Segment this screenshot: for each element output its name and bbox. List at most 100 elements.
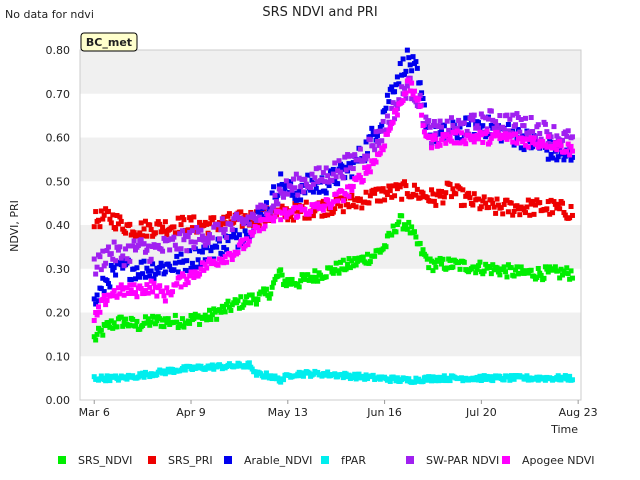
data-point (110, 325, 116, 331)
data-point (559, 200, 565, 206)
data-point (484, 128, 490, 134)
data-point (552, 201, 558, 207)
data-point (315, 179, 321, 185)
legend-swatch (224, 456, 232, 464)
data-point (406, 219, 412, 225)
data-point (111, 265, 117, 271)
data-point (550, 210, 556, 216)
data-point (231, 219, 237, 225)
data-point (141, 290, 147, 296)
data-point (429, 187, 435, 193)
data-point (312, 268, 318, 274)
data-point (289, 276, 295, 282)
data-point (105, 208, 111, 214)
data-point (224, 234, 230, 240)
data-point (367, 134, 373, 140)
data-point (295, 281, 301, 287)
data-point (481, 373, 487, 379)
data-point (234, 211, 240, 217)
data-point (380, 246, 386, 252)
data-point (343, 371, 349, 377)
data-point (332, 371, 338, 377)
data-point (337, 169, 343, 175)
data-point (524, 136, 530, 142)
data-point (105, 319, 111, 325)
data-point (380, 147, 386, 153)
data-point (441, 133, 447, 139)
grid-band (80, 50, 581, 94)
data-point (522, 142, 528, 148)
data-point (123, 246, 129, 252)
data-point (157, 283, 163, 289)
data-point (114, 212, 120, 218)
data-point (234, 235, 240, 241)
data-point (392, 193, 398, 199)
data-point (511, 208, 517, 214)
data-point (255, 225, 261, 231)
data-point (367, 137, 373, 143)
data-point (211, 366, 217, 372)
data-point (275, 375, 281, 381)
data-point (185, 268, 191, 274)
data-point (306, 215, 312, 221)
data-point (530, 198, 536, 204)
data-point (362, 376, 368, 382)
data-point (295, 192, 301, 198)
data-point (151, 314, 157, 320)
data-point (209, 312, 215, 318)
data-point (461, 202, 467, 208)
data-point (182, 282, 188, 288)
data-point (340, 175, 346, 181)
data-point (450, 264, 456, 270)
data-point (535, 144, 541, 150)
data-point (346, 372, 352, 378)
data-point (339, 266, 345, 272)
data-point (404, 226, 410, 232)
data-point (319, 176, 325, 182)
data-point (365, 251, 371, 257)
data-point (513, 122, 519, 128)
data-point (424, 195, 430, 201)
data-point (347, 265, 353, 271)
data-point (293, 208, 299, 214)
data-point (148, 268, 154, 274)
data-point (256, 228, 262, 234)
data-point (144, 320, 150, 326)
data-point (152, 271, 158, 277)
data-point (187, 273, 193, 279)
data-point (374, 138, 380, 144)
data-point (258, 211, 264, 217)
data-point (339, 195, 345, 201)
data-point (376, 186, 382, 192)
data-point (406, 55, 412, 61)
data-point (182, 232, 188, 238)
data-point (201, 222, 207, 228)
data-point (124, 285, 130, 291)
data-point (392, 89, 398, 95)
data-point (559, 272, 565, 278)
data-point (205, 240, 211, 246)
data-point (114, 244, 120, 250)
data-point (476, 263, 482, 269)
data-point (350, 263, 356, 269)
data-point (400, 56, 406, 62)
data-point (564, 149, 570, 155)
data-point (161, 368, 167, 374)
data-point (480, 114, 486, 120)
data-point (555, 142, 561, 148)
data-point (480, 123, 486, 129)
data-point (97, 309, 103, 315)
data-point (262, 223, 268, 229)
data-point (521, 123, 527, 129)
data-point (417, 195, 423, 201)
data-point (184, 230, 190, 236)
data-point (316, 189, 322, 195)
y-tick-label: 0.00 (46, 394, 71, 407)
data-point (369, 125, 375, 131)
data-point (481, 194, 487, 200)
data-point (91, 296, 97, 302)
data-point (322, 203, 328, 209)
data-point (474, 266, 480, 272)
data-point (275, 201, 281, 207)
data-point (437, 255, 443, 261)
